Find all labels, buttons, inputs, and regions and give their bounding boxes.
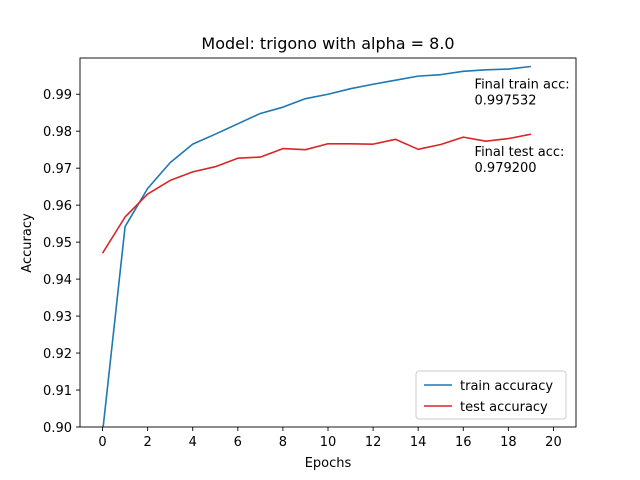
legend-label: train accuracy <box>460 379 553 394</box>
x-tick-label: 2 <box>143 435 151 450</box>
annotation-value: 0.997532 <box>475 94 537 109</box>
annotation-label: Final train acc: <box>475 78 570 93</box>
legend-label: test accuracy <box>460 400 548 415</box>
x-axis-label: Epochs <box>305 456 352 471</box>
annotation-value: 0.979200 <box>475 161 537 176</box>
x-tick-label: 4 <box>189 435 197 450</box>
y-tick-label: 0.96 <box>43 199 72 214</box>
y-tick-label: 0.94 <box>43 273 72 288</box>
x-tick-label: 16 <box>455 435 472 450</box>
series-line-train-accuracy <box>102 65 532 427</box>
series-line-test-accuracy <box>101 133 532 254</box>
y-tick-label: 0.92 <box>43 347 72 362</box>
annotation-label: Final test acc: <box>475 145 565 160</box>
y-axis-label: Accuracy <box>20 213 35 273</box>
x-tick-label: 6 <box>234 435 242 450</box>
plot-area: 0 2 4 6 8 10 12 14 16 18 20 0.90 0.91 0.92 0.93 0.94 0.9… <box>43 57 577 450</box>
x-tick-label: 18 <box>500 435 517 450</box>
chart-title: Model: trigono with alpha = 8.0 <box>201 34 454 53</box>
y-tick-label: 0.93 <box>43 310 72 325</box>
x-tick-label: 8 <box>279 435 287 450</box>
y-tick-label: 0.97 <box>43 162 72 177</box>
y-tick-label: 0.91 <box>43 384 72 399</box>
legend-box <box>415 370 567 420</box>
y-tick-label: 0.90 <box>43 421 72 436</box>
x-tick-label: 12 <box>365 435 382 450</box>
x-tick-label: 14 <box>410 435 427 450</box>
y-tick-label: 0.98 <box>43 125 72 140</box>
y-tick-label: 0.99 <box>43 88 72 103</box>
x-tick-label: 0 <box>98 435 106 450</box>
x-tick-label: 20 <box>545 435 562 450</box>
y-tick-label: 0.95 <box>43 236 72 251</box>
x-tick-label: 10 <box>320 435 337 450</box>
